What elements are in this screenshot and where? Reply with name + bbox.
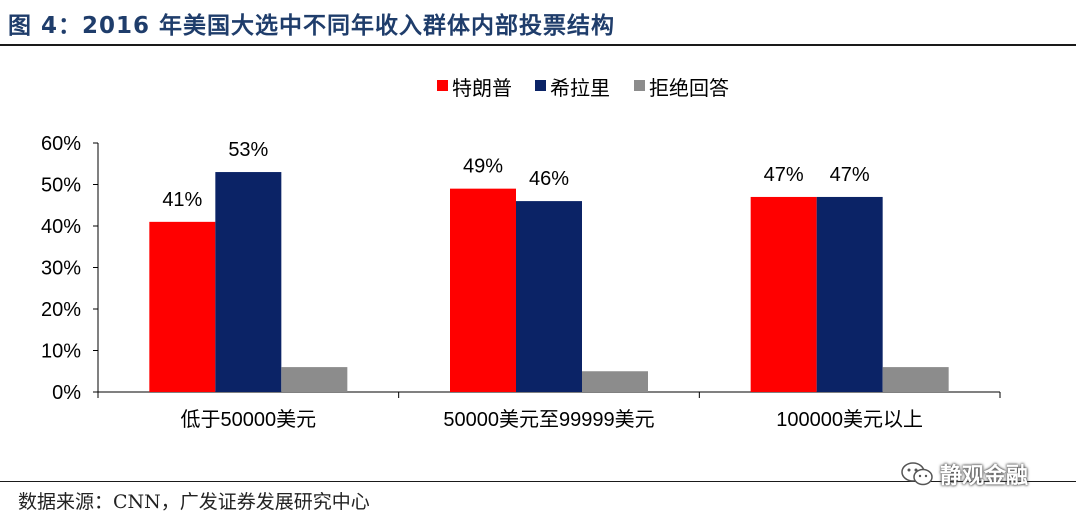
bar (215, 172, 282, 392)
y-tick-label: 40% (41, 216, 81, 238)
y-tick-label: 50% (41, 175, 81, 197)
bar (281, 367, 348, 392)
watermark-text: 静观金融 (940, 464, 1029, 489)
watermark: 静观金融 (900, 458, 1028, 490)
y-tick-label: 30% (41, 258, 81, 280)
source-rule (0, 481, 1076, 482)
legend-swatch (437, 80, 448, 91)
y-tick-label: 10% (41, 341, 81, 363)
bar (516, 201, 582, 392)
y-tick-label: 0% (52, 382, 81, 404)
data-label: 46% (529, 168, 569, 190)
data-label: 53% (228, 139, 268, 161)
x-tick-label: 低于50000美元 (181, 408, 317, 431)
legend-swatch (535, 80, 546, 91)
legend-label: 拒绝回答 (649, 77, 729, 100)
bar (882, 367, 949, 392)
bar (750, 196, 817, 392)
data-label: 47% (830, 164, 870, 186)
data-label: 49% (463, 156, 503, 178)
y-tick-label: 20% (41, 299, 81, 321)
legend-label: 特朗普 (452, 77, 512, 100)
title-rule (0, 44, 1076, 46)
data-label: 41% (162, 189, 202, 211)
x-tick-label: 100000美元以上 (776, 408, 923, 431)
bar (450, 188, 516, 392)
wechat-icon (901, 462, 933, 486)
bar (149, 221, 216, 392)
legend-label: 希拉里 (550, 77, 610, 100)
legend-swatch (634, 80, 645, 91)
source-note: 数据来源：CNN，广发证券发展研究中心 (18, 491, 370, 513)
bar-chart: 特朗普 希拉里 拒绝回答 0% 10% 20% 30% 40% 50% 60% 低于50000美元 5… (41, 77, 1001, 431)
data-label: 47% (764, 164, 804, 186)
bar (816, 196, 883, 392)
bar (582, 371, 648, 392)
y-tick-label: 60% (41, 133, 81, 155)
x-tick-label: 50000美元至99999美元 (443, 408, 654, 431)
figure-title: 图 4：2016 年美国大选中不同年收入群体内部投票结构 (8, 13, 616, 39)
